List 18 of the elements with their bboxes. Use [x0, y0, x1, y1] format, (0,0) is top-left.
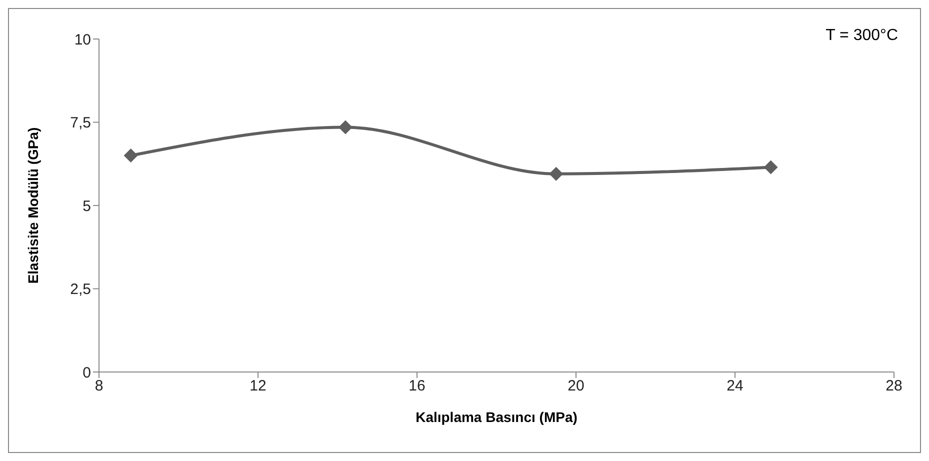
- x-axis-title: Kalıplama Basıncı (MPa): [416, 409, 578, 425]
- x-tick-label: 12: [250, 378, 266, 395]
- y-tick-label: 2,5: [70, 281, 91, 298]
- x-tick-label: 28: [886, 378, 902, 395]
- x-tick-label: 8: [94, 378, 104, 395]
- y-tick-label: 7,5: [70, 114, 91, 132]
- x-tick-label: 24: [726, 378, 744, 395]
- point: [124, 148, 138, 163]
- y-tick-label: 0: [82, 364, 91, 382]
- y-axis-title: Elastisite Modülü (GPa): [24, 127, 41, 284]
- point: [764, 160, 778, 174]
- annotation: T = 300°C: [826, 27, 898, 45]
- x-tick-label: 20: [568, 378, 584, 395]
- point: [338, 120, 352, 134]
- point: [549, 166, 564, 181]
- y-tick-label: 10: [74, 31, 91, 48]
- y-tick-label: 5: [82, 198, 91, 215]
- x-tick-label: 16: [408, 378, 426, 395]
